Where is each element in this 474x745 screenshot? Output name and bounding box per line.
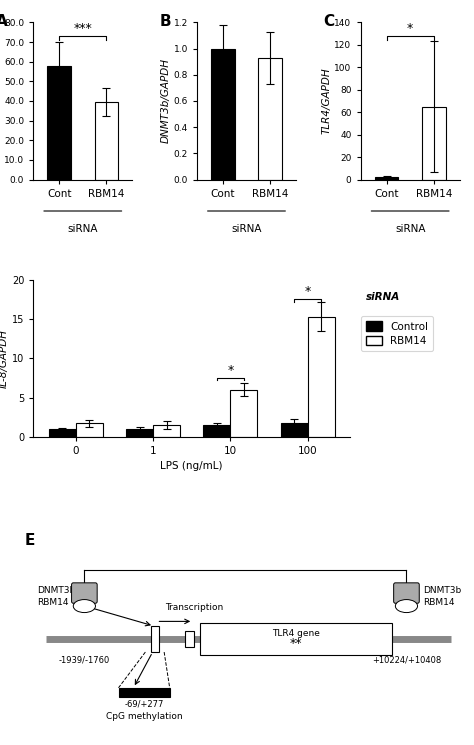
Bar [203, 425, 230, 437]
Bar [153, 425, 180, 437]
Ellipse shape [395, 600, 418, 612]
Bar [126, 429, 153, 437]
Bar [258, 57, 282, 180]
Legend: Control, RBM14: Control, RBM14 [361, 317, 433, 352]
Ellipse shape [73, 600, 95, 612]
Text: RBM14: RBM14 [423, 598, 454, 607]
Text: siRNA: siRNA [365, 292, 400, 302]
FancyBboxPatch shape [72, 583, 97, 603]
Bar [211, 48, 235, 180]
Bar [375, 177, 398, 180]
Text: A: A [0, 14, 7, 30]
Bar [308, 317, 335, 437]
Text: **: ** [289, 637, 302, 650]
Bar [49, 429, 76, 437]
Bar [184, 631, 194, 647]
Bar [422, 107, 446, 180]
Text: CpG methylation: CpG methylation [106, 712, 182, 721]
Text: RBM14: RBM14 [37, 598, 69, 607]
Y-axis label: TLR4/GAPDH: TLR4/GAPDH [321, 68, 331, 134]
Text: Transcription: Transcription [165, 603, 224, 612]
Text: siRNA: siRNA [67, 224, 98, 234]
Text: C: C [323, 14, 334, 30]
Text: siRNA: siRNA [395, 224, 426, 234]
Text: *: * [305, 285, 311, 298]
Text: *: * [407, 22, 413, 35]
Text: DNMT3b: DNMT3b [423, 586, 461, 595]
Text: *: * [227, 364, 234, 377]
Bar [200, 623, 392, 656]
Text: -1939/-1760: -1939/-1760 [59, 656, 110, 665]
Text: TLR4 gene: TLR4 gene [272, 629, 319, 638]
Text: +10224/+10408: +10224/+10408 [372, 656, 441, 665]
X-axis label: LPS (ng/mL): LPS (ng/mL) [161, 461, 223, 472]
Bar [281, 422, 308, 437]
Text: B: B [159, 14, 171, 30]
Bar [230, 390, 257, 437]
Bar [47, 66, 71, 180]
Y-axis label: DNMT3b/GAPDH: DNMT3b/GAPDH [161, 58, 171, 144]
Text: -69/+277: -69/+277 [124, 700, 164, 708]
Y-axis label: CpG methylation (%): CpG methylation (%) [0, 46, 1, 156]
Y-axis label: IL-8/GAPDH: IL-8/GAPDH [0, 329, 9, 387]
Bar [151, 626, 159, 652]
Bar [118, 688, 170, 697]
Bar [76, 423, 103, 437]
Bar [95, 102, 118, 180]
FancyBboxPatch shape [393, 583, 419, 603]
Text: siRNA: siRNA [231, 224, 262, 234]
Text: ***: *** [73, 22, 92, 35]
Text: E: E [25, 533, 35, 548]
Text: DNMT3b: DNMT3b [37, 586, 76, 595]
